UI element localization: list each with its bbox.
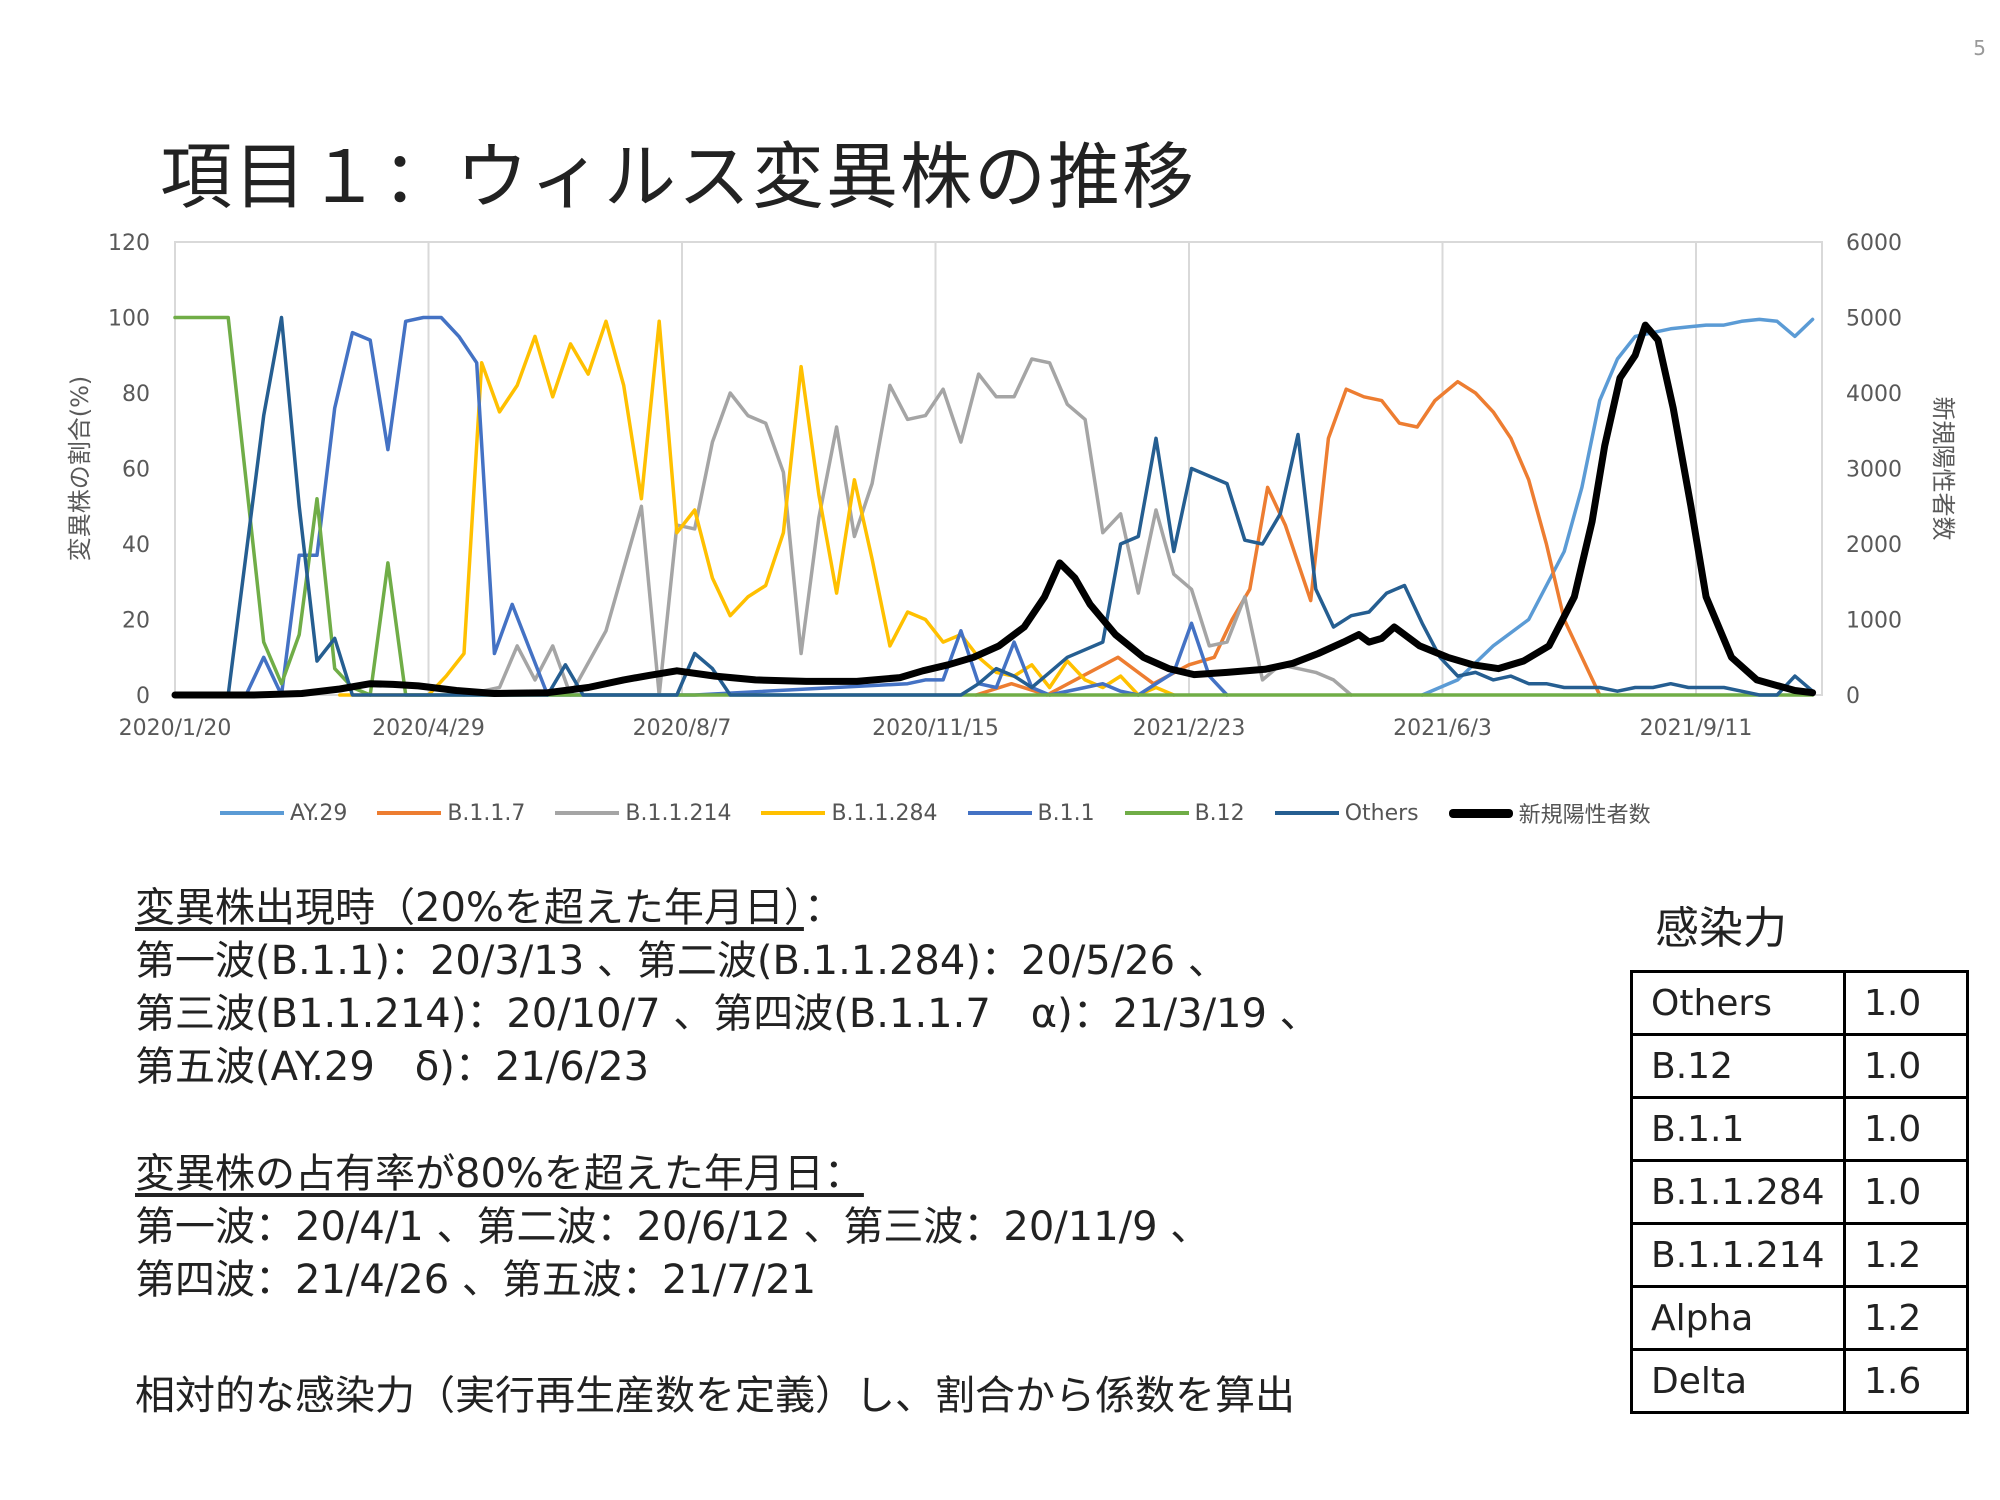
infectivity-value: 1.0: [1843, 1033, 1969, 1099]
legend-swatch: [1274, 811, 1339, 815]
legend-swatch: [967, 811, 1032, 815]
infectivity-variant: Alpha: [1630, 1285, 1846, 1351]
legend-item: B.1.1.214: [555, 797, 731, 829]
y-axis-title: 変異株の割合(%): [66, 376, 94, 562]
infectivity-variant: Others: [1630, 970, 1846, 1036]
legend-item: B.1.1: [967, 797, 1095, 829]
infectivity-row: B.1.1.284 1.0: [1630, 1159, 1969, 1225]
dominance-line: 第四波：21/4/26 、第五波：21/7/21: [135, 1257, 817, 1303]
infectivity-row: Delta 1.6: [1630, 1348, 1969, 1414]
series-line-b-1-1-284: [338, 319, 1176, 697]
legend-item: B.1.1.284: [761, 797, 938, 829]
dominance-section: 変異株の占有率が80%を超えた年月日： 第一波：20/4/1 、第二波：20/6…: [135, 1148, 1210, 1307]
infectivity-row: B.1.1 1.0: [1630, 1096, 1969, 1162]
infectivity-table: Others 1.0 B.12 1.0 B.1.1 1.0 B.1.1.284 1.0 B.1.…: [1630, 970, 1969, 1414]
y2-tick-label: 3000: [1846, 458, 1902, 483]
legend-item: Others: [1274, 797, 1419, 829]
plot-area: [174, 241, 1823, 696]
infectivity-variant: B.1.1.284: [1630, 1159, 1846, 1225]
emergence-line: 第五波(AY.29 δ)：21/6/23: [135, 1044, 650, 1090]
infectivity-value: 1.0: [1843, 1159, 1969, 1225]
x-tick-label: 2021/2/23: [1133, 716, 1246, 741]
infectivity-variant: Delta: [1630, 1348, 1846, 1414]
y-tick-label: 120: [108, 231, 150, 256]
infectivity-title: 感染力: [1655, 903, 1787, 954]
legend-swatch: [761, 811, 826, 815]
legend-label: B.1.1.284: [831, 800, 938, 826]
x-tick-label: 2020/4/29: [372, 716, 485, 741]
dominance-heading: 変異株の占有率が80%を超えた年月日：: [135, 1151, 864, 1197]
x-tick-label: 2020/8/7: [633, 716, 732, 741]
infectivity-variant: B.1.1: [1630, 1096, 1846, 1162]
legend-label: B.1.1.214: [625, 800, 732, 826]
variant-chart: 2020/1/20 2020/4/29 2020/8/7 2020/11/15 2021…: [66, 231, 1957, 741]
legend-swatch: [555, 811, 620, 815]
infectivity-row: Others 1.0: [1630, 970, 1969, 1036]
legend-item: 新規陽性者数: [1448, 797, 1651, 829]
legend-label: B.12: [1194, 800, 1245, 826]
legend-label: Others: [1344, 800, 1419, 826]
y2-tick-label: 4000: [1846, 382, 1902, 407]
infectivity-variant: B.12: [1630, 1033, 1846, 1099]
legend-swatch: [377, 811, 442, 815]
legend-label: AY.29: [290, 800, 348, 826]
series-line-b-1-1: [244, 315, 1229, 697]
series-line-b-12: [173, 315, 1815, 697]
emergence-heading: 変異株出現時（20%を超えた年月日）: [135, 885, 804, 931]
infectivity-value: 1.0: [1843, 970, 1969, 1036]
infectivity-value: 1.2: [1843, 1222, 1969, 1288]
legend-item: AY.29: [220, 797, 347, 829]
legend-label: 新規陽性者数: [1518, 803, 1651, 828]
infectivity-row: Alpha 1.2: [1630, 1285, 1969, 1351]
x-tick-label: 2021/6/3: [1393, 716, 1492, 741]
x-tick-label: 2020/1/20: [119, 716, 232, 741]
emergence-line: 第一波(B.1.1)：20/3/13 、第二波(B.1.1.284)：20/5/…: [135, 938, 1228, 984]
series-line-: [171, 321, 1817, 699]
infectivity-value: 1.2: [1843, 1285, 1969, 1351]
emergence-line: 第三波(B1.1.214)：20/10/7 、第四波(B.1.1.7 α)：21…: [135, 991, 1320, 1037]
chart-legend: AY.29 B.1.1.7 B.1.1.214 B.1.1.284 B.1.1 B.12 O…: [220, 797, 1681, 829]
y-tick-label: 40: [122, 533, 150, 558]
emergence-heading-suffix: ：: [803, 885, 844, 931]
y2-tick-label: 5000: [1846, 307, 1902, 332]
y2-tick-label: 6000: [1846, 231, 1902, 256]
y-tick-label: 60: [122, 458, 150, 483]
dominance-line: 第一波：20/4/1 、第二波：20/6/12 、第三波：20/11/9 、: [135, 1204, 1211, 1250]
x-tick-label: 2020/11/15: [872, 716, 999, 741]
y-tick-label: 0: [136, 684, 150, 709]
page-number: 5: [1973, 36, 1986, 60]
infectivity-row: B.12 1.0: [1630, 1033, 1969, 1099]
x-tick-label: 2021/9/11: [1640, 716, 1753, 741]
y2-tick-label: 1000: [1846, 609, 1902, 634]
legend-item: B.12: [1124, 797, 1245, 829]
conclusion-text: 相対的な感染力（実行再生産数を定義）し、割合から係数を算出: [135, 1373, 1295, 1419]
infectivity-variant: B.1.1.214: [1630, 1222, 1846, 1288]
infectivity-value: 1.0: [1843, 1096, 1969, 1162]
y2-tick-label: 2000: [1846, 533, 1902, 558]
slide-title: 項目１：ウィルス変異株の推移: [160, 135, 1197, 219]
y2-tick-label: 0: [1846, 684, 1860, 709]
series-line-b-1-1-214: [462, 357, 1353, 697]
infectivity-row: B.1.1.214 1.2: [1630, 1222, 1969, 1288]
emergence-section: 変異株出現時（20%を超えた年月日）： 第一波(B.1.1)：20/3/13 、…: [135, 882, 1320, 1094]
series-line-b-1-1-7: [974, 379, 1602, 697]
y-tick-label: 100: [108, 307, 150, 332]
legend-label: B.1.1.7: [447, 800, 526, 826]
y-tick-label: 80: [122, 382, 150, 407]
series-line-others: [226, 315, 1815, 697]
legend-label: B.1.1: [1037, 800, 1095, 826]
legend-swatch: [1448, 808, 1513, 818]
y2-axis-title: 新規陽性者数: [1929, 397, 1957, 541]
legend-item: B.1.1.7: [377, 797, 525, 829]
legend-swatch: [220, 811, 284, 815]
infectivity-value: 1.6: [1843, 1348, 1969, 1414]
y-tick-label: 20: [122, 609, 150, 634]
legend-swatch: [1124, 811, 1189, 815]
